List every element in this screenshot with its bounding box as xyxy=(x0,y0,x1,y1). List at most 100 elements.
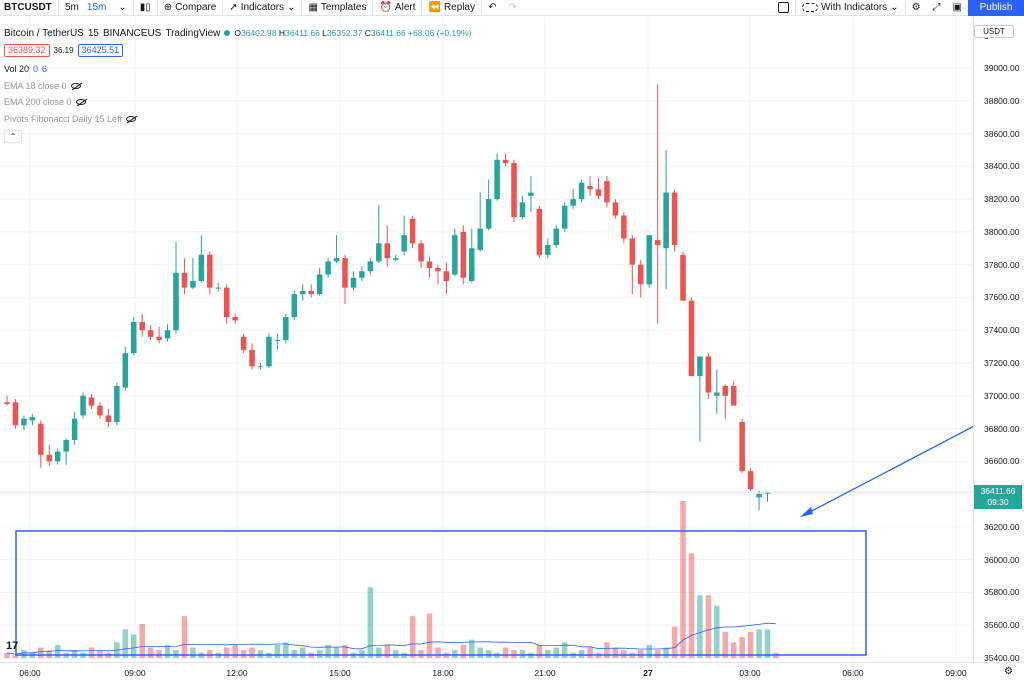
candle-body xyxy=(604,181,610,203)
layout-button[interactable]: With Indicators ⌄ xyxy=(796,0,905,16)
price-tick-label: 36200.00 xyxy=(984,521,1020,532)
volume-bar xyxy=(291,650,298,658)
candle-body xyxy=(587,186,593,190)
volume-bar xyxy=(257,650,264,658)
volume-bar xyxy=(452,650,458,658)
legend-collapse-button[interactable]: ⌃ xyxy=(4,130,22,143)
tradingview-logo[interactable]: 17 xyxy=(6,640,19,652)
interval-15m[interactable]: 15m xyxy=(85,0,112,16)
price-tick-label: 37200.00 xyxy=(984,358,1020,368)
candle-body xyxy=(435,267,441,272)
volume-bar xyxy=(409,616,416,658)
snapshot-button[interactable]: ▣ xyxy=(947,0,968,16)
buy-price-button[interactable]: 36425.51 xyxy=(77,43,124,57)
candle-body xyxy=(680,254,686,301)
indicator-ema18[interactable]: EMA 18 close 0 xyxy=(4,81,81,91)
axis-settings-icon[interactable]: ⚙ xyxy=(1004,666,1013,677)
candle-body xyxy=(528,192,534,196)
currency-badge[interactable]: USDT xyxy=(974,25,1014,38)
gear-icon: ⚙ xyxy=(911,1,921,13)
volume-bar xyxy=(714,605,720,658)
candles-icon: ▮▯ xyxy=(139,1,151,13)
price-tick-label: 36000.00 xyxy=(984,554,1020,565)
volume-bar xyxy=(654,650,661,658)
interval-15m-label: 15m xyxy=(86,2,107,13)
candle-body xyxy=(342,258,348,288)
redo-button[interactable]: ↷ xyxy=(502,0,522,16)
candle-body xyxy=(291,294,298,318)
legend-series-row: Bitcoin / TetherUS 15 BINANCEUS TradingV… xyxy=(4,26,471,40)
indicator-volume[interactable]: Vol 20 0 6 xyxy=(4,64,47,74)
annotation-arrow-head xyxy=(800,507,813,517)
candle-body xyxy=(114,385,120,422)
indicator-pivots[interactable]: Pivots Fibonacci Daily 15 Left xyxy=(4,114,137,124)
time-tick-label: 21:00 xyxy=(534,668,556,678)
last-price-value: 36411.66 xyxy=(980,486,1016,496)
volume-bar xyxy=(342,644,348,658)
volume-bar xyxy=(249,647,255,658)
eye-hidden-icon[interactable] xyxy=(70,83,81,89)
interval-dropdown[interactable]: ⌄ xyxy=(112,0,132,16)
square-icon xyxy=(778,2,790,13)
chart-canvas[interactable] xyxy=(0,17,973,662)
sell-price-button[interactable]: 36389.32 xyxy=(4,43,50,57)
volume-bar xyxy=(71,650,78,658)
price-tick-label: 38000.00 xyxy=(984,226,1020,237)
eye-hidden-icon[interactable] xyxy=(75,99,86,105)
alarm-clock-icon: ⏰ xyxy=(379,1,392,13)
candle-body xyxy=(452,235,458,275)
change-value: +68.06 (+0.19%) xyxy=(408,28,472,38)
volume-bar xyxy=(418,650,424,658)
candle-body xyxy=(308,290,314,295)
volume-bar xyxy=(671,626,678,658)
candle-body xyxy=(359,271,365,278)
indicators-button[interactable]: ➚ Indicators ⌄ xyxy=(223,0,301,16)
price-tick-label: 35800.00 xyxy=(984,587,1020,598)
volume-bar xyxy=(739,637,745,658)
candle-body xyxy=(460,231,467,278)
low-value: 36352.37 xyxy=(326,28,363,38)
legend-buy-sell-row: 36389.32 36.19 36425.51 xyxy=(4,43,471,57)
price-tick-label: 38400.00 xyxy=(984,161,1020,172)
toolbar-divider xyxy=(904,0,906,15)
time-axis[interactable]: 06:00 09:00 12:00 15:00 18:00 21:00 27 03:00 06:… xyxy=(0,662,1024,684)
high-value: 36411.66 xyxy=(284,28,320,38)
time-tick-label: 06:00 xyxy=(842,668,864,678)
interval-5m[interactable]: 5m xyxy=(59,0,85,16)
time-tick-label: 12:00 xyxy=(226,668,248,678)
volume-bar xyxy=(207,650,213,658)
ema200-label: EMA 200 close 0 xyxy=(4,97,72,107)
volume-bar xyxy=(587,647,593,658)
time-tick-label: 06:00 xyxy=(19,668,41,678)
fullscreen-select-button[interactable] xyxy=(772,0,795,16)
undo-button[interactable]: ↶ xyxy=(482,0,502,16)
alert-button[interactable]: ⏰ Alert xyxy=(373,0,421,16)
eye-hidden-icon[interactable] xyxy=(126,116,137,122)
fullscreen-button[interactable]: ⤢ xyxy=(927,0,947,16)
volume-bar xyxy=(730,642,737,658)
chart-type-button[interactable]: ▮▯ xyxy=(134,0,157,16)
spread-value: 36.19 xyxy=(53,45,74,55)
pivots-label: Pivots Fibonacci Daily 15 Left xyxy=(4,114,123,124)
indicator-ema200[interactable]: EMA 200 close 0 xyxy=(4,97,86,107)
publish-button[interactable]: Publish xyxy=(968,0,1024,16)
close-key: C xyxy=(364,28,371,38)
templates-button[interactable]: ▦ Templates xyxy=(302,0,372,16)
toolbar-divider xyxy=(58,0,59,15)
replay-button[interactable]: ⏪ Replay xyxy=(422,0,481,16)
settings-button[interactable]: ⚙ xyxy=(906,0,927,16)
volume-bar xyxy=(697,595,703,658)
candle-body xyxy=(621,215,627,239)
candle-body xyxy=(705,356,712,393)
layout-label: With Indicators xyxy=(821,2,888,13)
templates-label: Templates xyxy=(320,2,367,13)
volume-bar xyxy=(435,647,441,658)
volume-bar xyxy=(181,616,188,658)
expand-icon: ⤢ xyxy=(932,1,941,13)
candle-body xyxy=(494,159,500,200)
compare-button[interactable]: ⊕ Compare xyxy=(158,0,223,16)
top-toolbar: BTCUSDT 5m 15m ⌄ ▮▯ ⊕ Compare ➚ Indicators… xyxy=(0,0,1024,16)
symbol-search[interactable]: BTCUSDT xyxy=(0,0,58,16)
price-axis[interactable]: 39000.00 38800.00 38600.00 38400.00 38200.00… xyxy=(973,17,1024,663)
chevron-down-icon: ⌄ xyxy=(287,1,296,13)
